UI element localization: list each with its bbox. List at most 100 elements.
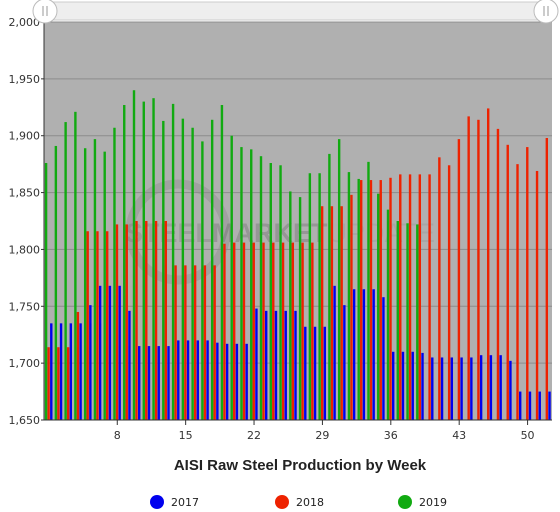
- y-tick-label: 1,850: [9, 187, 41, 200]
- bar-2017-week-30: [333, 285, 336, 420]
- bar-2017-week-26: [294, 310, 297, 420]
- bar-2018-week-52: [545, 137, 549, 420]
- bar-2017-week-10: [138, 346, 141, 420]
- bar-2018-week-5: [86, 231, 89, 420]
- legend: 2017 2018 2019: [150, 495, 447, 509]
- bar-2019-week-27: [298, 197, 302, 420]
- x-tick-label: 50: [521, 429, 535, 442]
- bar-2018-week-7: [106, 231, 109, 420]
- bar-2017-week-52: [548, 391, 551, 420]
- bar-2018-week-4: [76, 311, 80, 420]
- bar-2017-week-19: [225, 343, 229, 420]
- bar-2018-week-47: [496, 128, 500, 421]
- bar-2017-week-51: [538, 391, 541, 420]
- bar-2018-week-11: [145, 221, 148, 420]
- bar-2018-week-32: [350, 194, 353, 420]
- bar-2018-week-14: [174, 265, 177, 420]
- y-tick-label: 1,950: [9, 73, 41, 86]
- bar-2018-week-20: [233, 242, 236, 420]
- y-tick-label: 1,900: [9, 130, 41, 143]
- scrollbar-track[interactable]: [35, 1, 557, 21]
- bar-2019-week-7: [103, 151, 106, 421]
- bar-2017-week-13: [167, 346, 170, 420]
- bar-2018-week-6: [96, 231, 99, 420]
- handle-knob[interactable]: [32, 0, 58, 24]
- bar-2019-week-34: [367, 161, 370, 420]
- legend-label-2019: 2019: [419, 496, 447, 509]
- bar-2017-week-40: [431, 357, 434, 420]
- bar-2018-week-9: [125, 224, 128, 420]
- bar-2017-week-47: [499, 355, 502, 420]
- bar-2019-week-32: [347, 172, 351, 420]
- bar-2018-week-39: [418, 174, 422, 420]
- bar-2018-week-1: [47, 347, 50, 420]
- bar-2017-week-12: [157, 346, 160, 420]
- x-tick-label: 29: [315, 429, 329, 442]
- bar-2017-week-24: [274, 310, 278, 420]
- bar-2018-week-41: [438, 157, 441, 420]
- bar-2019-week-9: [123, 105, 126, 421]
- bar-2017-week-15: [186, 340, 190, 420]
- x-axis-ticks: 8 15 22 29 36 43 50: [114, 420, 535, 442]
- y-tick-label: 1,800: [9, 243, 41, 256]
- bar-2017-week-5: [89, 305, 92, 420]
- bar-2017-week-17: [206, 340, 209, 420]
- bar-2018-week-38: [408, 174, 412, 420]
- bar-2017-week-37: [401, 351, 405, 420]
- bar-2019-week-28: [308, 173, 312, 420]
- bar-2018-week-42: [447, 165, 451, 420]
- bar-2019-week-4: [74, 111, 77, 420]
- range-scrollbar[interactable]: [32, 0, 559, 24]
- bar-2019-week-24: [269, 163, 272, 420]
- bar-2018-week-25: [281, 242, 285, 420]
- bar-2017-week-27: [304, 326, 307, 420]
- bar-2018-week-28: [311, 242, 314, 420]
- bar-2017-week-41: [440, 357, 444, 420]
- bar-2019-week-31: [337, 139, 341, 420]
- bar-2018-week-15: [184, 265, 187, 420]
- scrollbar-left-handle[interactable]: [32, 0, 58, 24]
- bar-2019-week-25: [279, 165, 282, 420]
- bar-2017-week-20: [235, 343, 239, 420]
- bar-2017-week-23: [265, 310, 268, 420]
- y-tick-label: 2,000: [9, 16, 41, 29]
- x-axis-title: AISI Raw Steel Production by Week: [174, 457, 427, 474]
- bar-2019-week-6: [93, 139, 97, 420]
- bar-2018-week-2: [57, 347, 60, 420]
- axes: [43, 22, 552, 421]
- bar-2017-week-50: [528, 391, 532, 420]
- bar-2018-week-40: [428, 174, 431, 420]
- bar-2018-week-35: [379, 180, 382, 420]
- bar-2017-week-11: [147, 346, 151, 420]
- bar-2017-week-16: [196, 340, 200, 420]
- bar-2017-week-45: [479, 355, 483, 420]
- scrollbar-right-handle[interactable]: [533, 0, 559, 24]
- bar-2017-week-8: [118, 285, 121, 420]
- bar-2018-week-26: [291, 242, 295, 420]
- bar-2018-week-3: [66, 347, 70, 420]
- bar-2018-week-43: [457, 139, 461, 420]
- bar-2018-week-33: [360, 180, 363, 420]
- bar-2018-week-46: [487, 108, 490, 421]
- y-axis-ticks: 1,650 1,700 1,750 1,800 1,850 1,900 1,950 2,000: [9, 16, 44, 427]
- bar-2017-week-33: [362, 289, 366, 420]
- bar-2017-week-22: [255, 308, 258, 420]
- x-tick-label: 15: [179, 429, 193, 442]
- bar-2018-week-45: [477, 119, 480, 421]
- legend-label-2017: 2017: [171, 496, 199, 509]
- bar-2017-week-25: [284, 310, 287, 420]
- bar-2019-week-3: [64, 122, 67, 420]
- bar-2019-week-33: [357, 178, 360, 420]
- bar-2019-week-16: [191, 127, 194, 421]
- bar-2019-week-21: [240, 147, 243, 421]
- bar-2017-week-43: [460, 357, 463, 420]
- legend-marker-2019: [398, 495, 412, 509]
- bar-2017-week-6: [98, 285, 102, 420]
- bar-2018-week-27: [301, 242, 304, 420]
- bar-2017-week-4: [79, 323, 82, 420]
- bar-2019-week-2: [54, 145, 58, 420]
- bar-2018-week-49: [516, 164, 519, 420]
- handle-knob[interactable]: [533, 0, 559, 24]
- bar-2017-week-28: [313, 326, 317, 420]
- bar-2019-week-22: [250, 149, 253, 421]
